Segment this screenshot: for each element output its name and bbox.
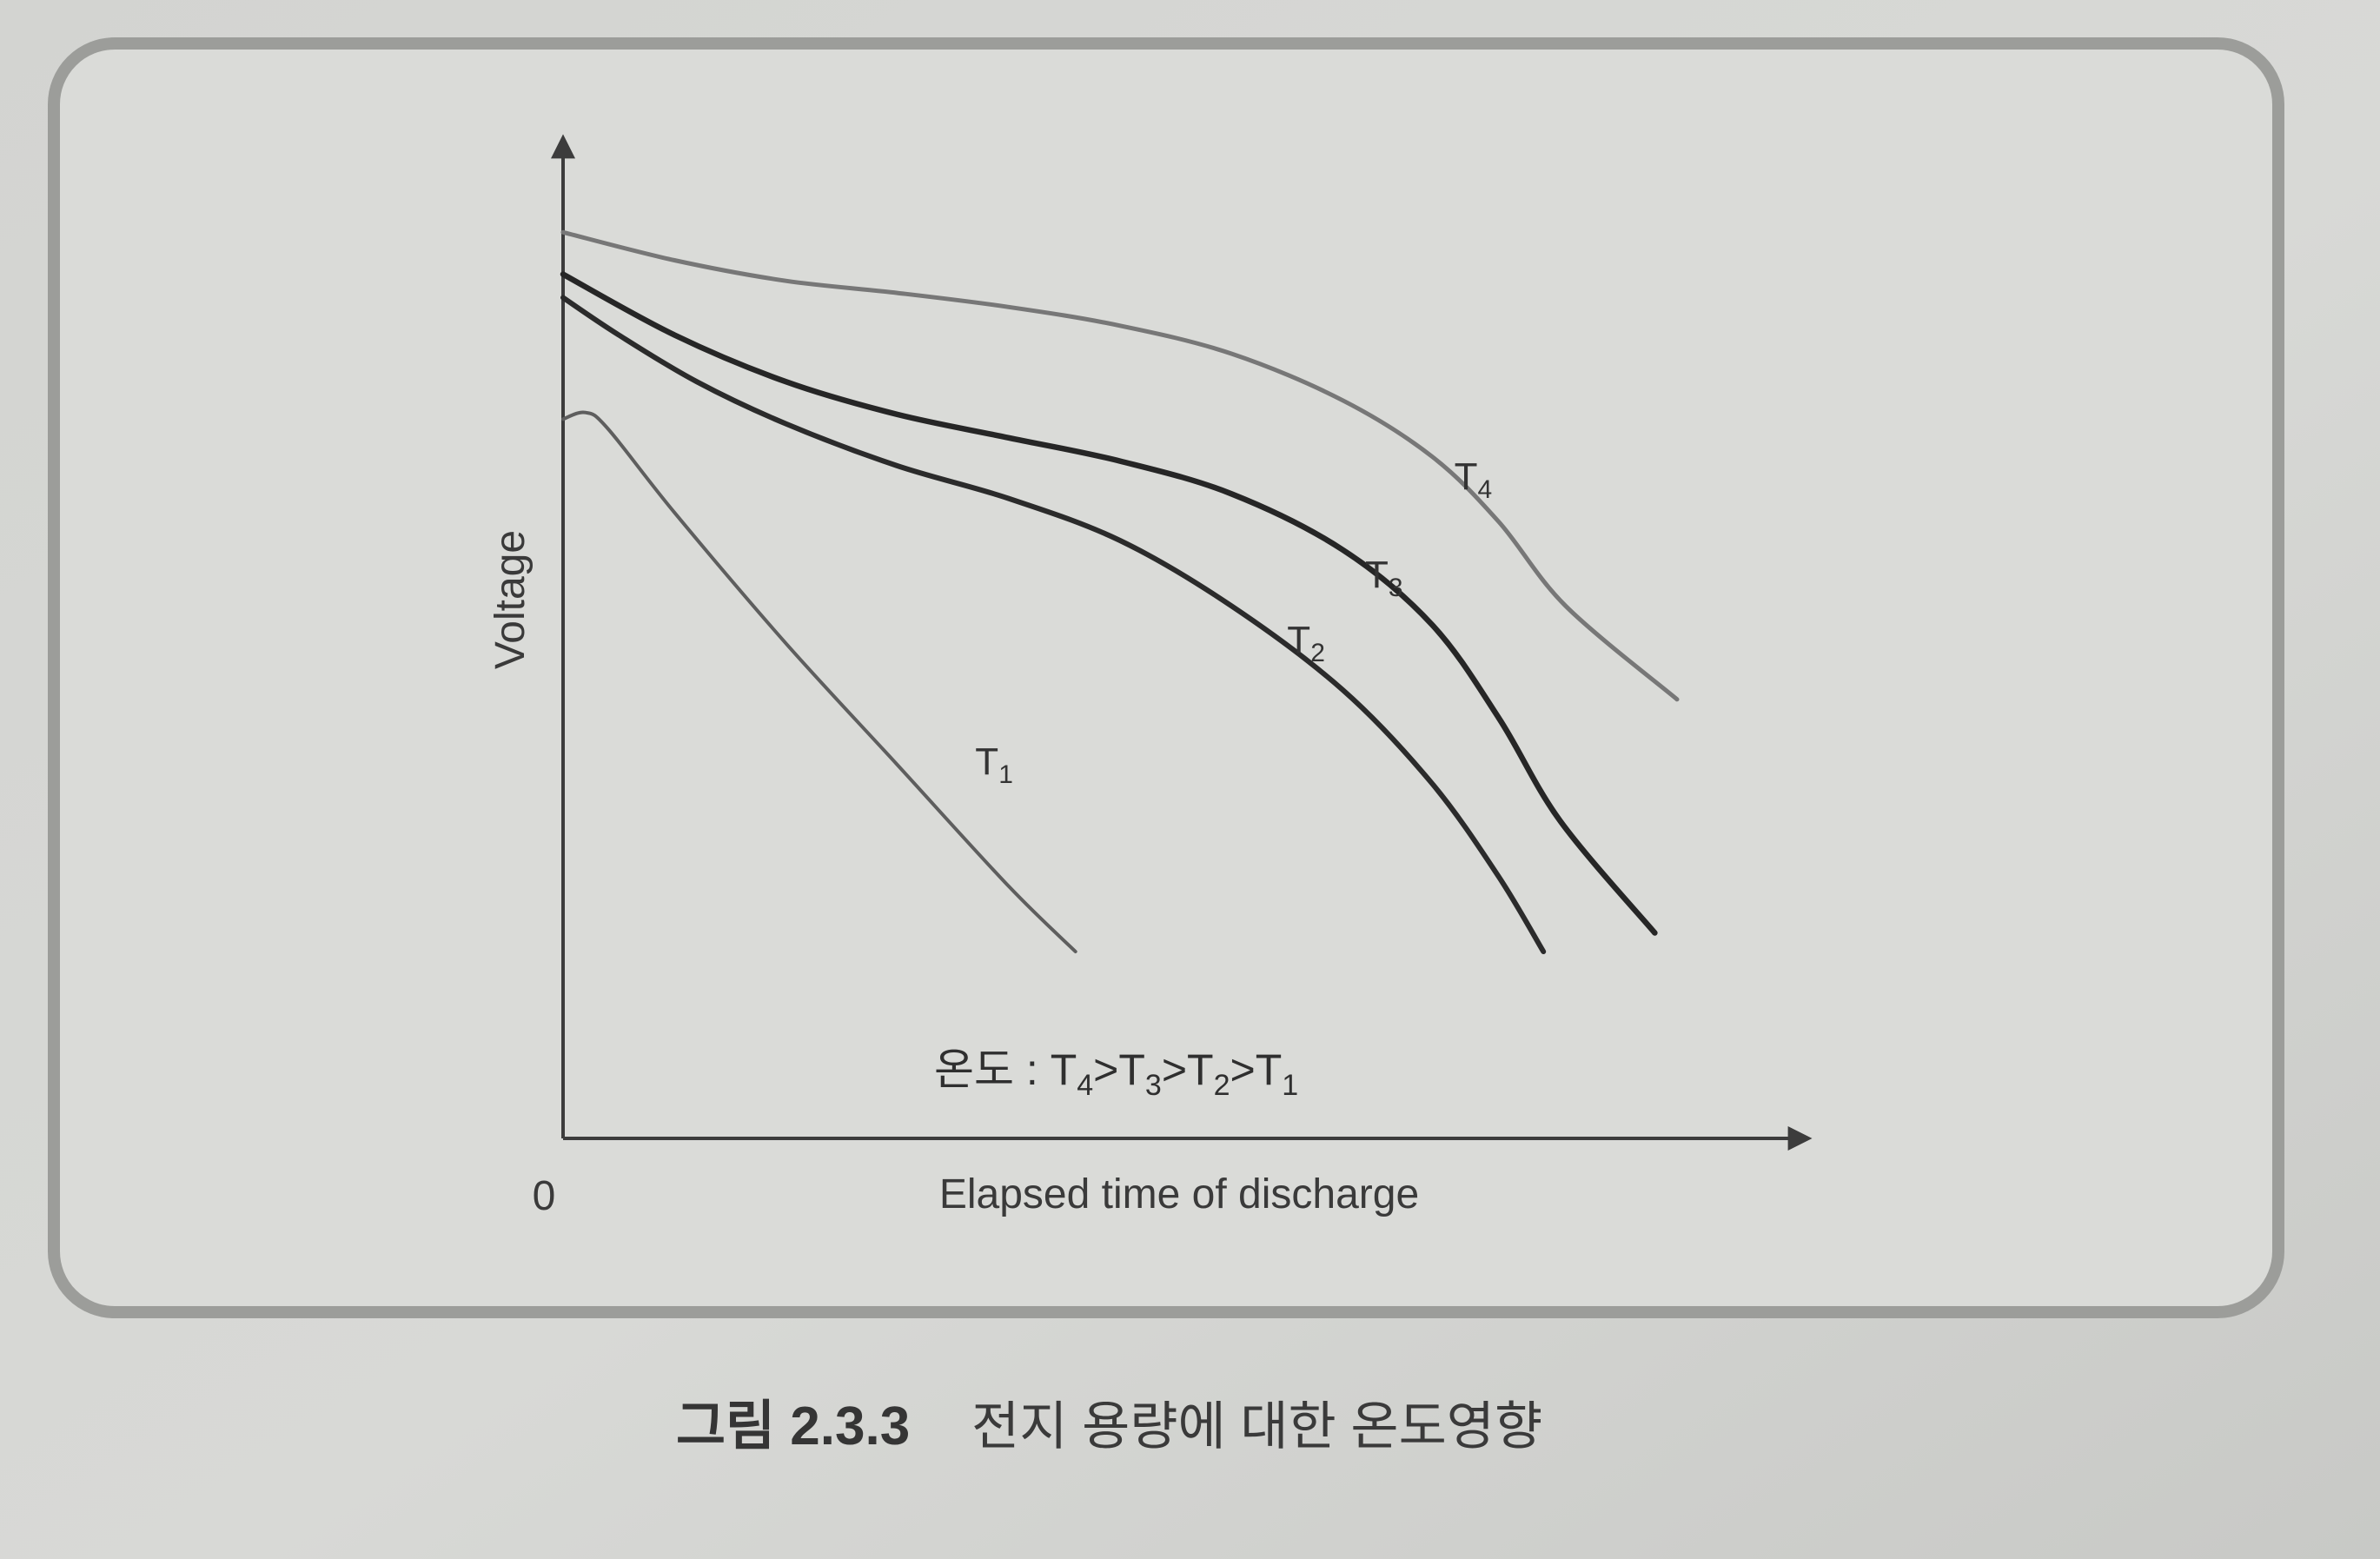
note-temperature: T: [1051, 1045, 1077, 1094]
caption-text: 전지 용량에 대한 온도영향: [971, 1397, 1542, 1456]
note-temperature: T: [1118, 1045, 1145, 1094]
series-label-t4: T4: [1455, 455, 1493, 504]
temperature-order-note: 온도 : T4>T3>T2>T1: [934, 1045, 1298, 1102]
series-label-t3: T3: [1365, 554, 1403, 602]
origin-label: 0: [533, 1173, 556, 1219]
series-label-layer: T1 T2 T3 T4: [975, 455, 1492, 789]
note-temperature-subscript: 4: [1077, 1069, 1093, 1102]
note-temperature-subscript: 2: [1214, 1069, 1230, 1102]
series-layer: [560, 229, 1680, 954]
note-temperature-subscript: 3: [1145, 1069, 1162, 1102]
series-line-t2: [560, 295, 1547, 954]
figure-frame: [48, 37, 2284, 1318]
series-line-t4: [560, 229, 1680, 702]
y-axis-label: Voltage: [487, 530, 534, 669]
caption-number: 그림 2.3.3: [676, 1396, 910, 1456]
figure-caption: 그림 2.3.3 전지 용량에 대한 온도영향: [676, 1396, 1542, 1456]
note-temperature-subscript: 1: [1282, 1069, 1298, 1102]
note-separator: >: [1230, 1045, 1256, 1094]
note-temperature: T: [1187, 1045, 1214, 1094]
note-prefix: 온도 :: [934, 1045, 1051, 1094]
series-line-t1: [561, 410, 1077, 953]
note-separator: >: [1093, 1045, 1118, 1094]
series-label-t2: T2: [1287, 619, 1325, 667]
x-axis-label: Elapsed time of discharge: [939, 1171, 1419, 1217]
series-line-t3: [560, 271, 1658, 936]
note-separator: >: [1162, 1045, 1187, 1094]
note-temperature: T: [1256, 1045, 1283, 1094]
series-label-t1: T1: [975, 740, 1013, 789]
